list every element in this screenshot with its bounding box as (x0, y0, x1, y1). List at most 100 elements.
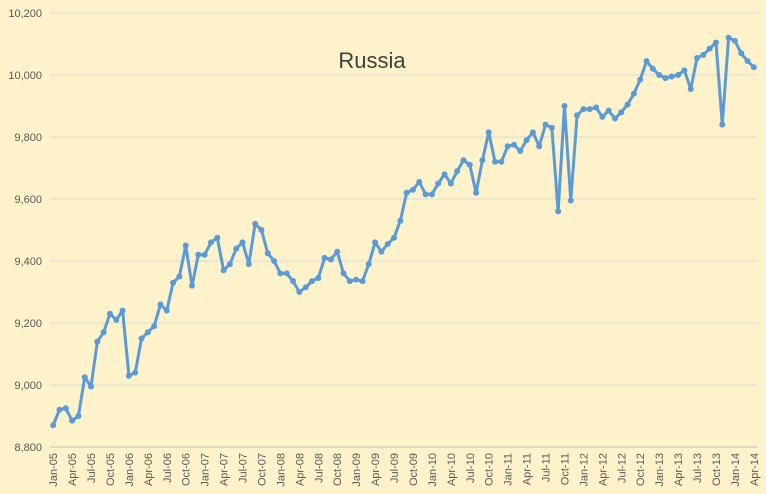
marker (271, 258, 278, 264)
y-tick-label: 9,000 (14, 380, 42, 392)
marker (567, 197, 574, 204)
marker (308, 278, 315, 285)
marker (416, 178, 423, 185)
marker (372, 239, 379, 246)
marker (176, 273, 183, 280)
marker (637, 76, 644, 83)
x-tick-label: Oct-09 (408, 453, 420, 486)
marker (750, 64, 757, 71)
marker (75, 413, 82, 419)
marker (586, 106, 593, 113)
marker (201, 251, 208, 258)
marker (460, 157, 467, 164)
x-tick-label: Jul-09 (389, 453, 401, 483)
marker (428, 191, 435, 198)
marker (195, 251, 202, 258)
marker (725, 34, 732, 41)
marker (132, 369, 139, 376)
x-tick-label: Jul-07 (238, 453, 250, 483)
marker (498, 158, 505, 165)
marker (233, 245, 240, 252)
x-tick-label: Oct-07 (256, 453, 268, 486)
marker (182, 242, 189, 249)
x-tick-label: Jul-10 (465, 453, 477, 483)
marker (593, 104, 600, 111)
x-tick-label: Jan-14 (730, 453, 742, 487)
marker (252, 220, 259, 227)
marker (744, 58, 751, 65)
marker (630, 90, 637, 97)
x-tick-label: Jul-11 (541, 453, 553, 482)
x-tick-label: Oct-05 (105, 453, 117, 486)
marker (397, 217, 404, 224)
y-tick-label: 9,800 (14, 132, 42, 144)
marker (454, 168, 461, 175)
marker (561, 103, 568, 109)
marker (649, 65, 656, 72)
marker (239, 239, 246, 246)
y-tick-label: 9,600 (14, 194, 42, 206)
x-tick-label: Apr-10 (446, 453, 458, 486)
marker (668, 73, 675, 80)
marker (492, 158, 499, 165)
marker (555, 208, 562, 215)
marker (473, 189, 480, 196)
marker (731, 37, 738, 44)
marker (694, 54, 701, 61)
x-tick-label: Jul-06 (162, 453, 174, 483)
marker (580, 106, 587, 113)
marker (700, 51, 707, 58)
x-tick-label: Jan-10 (427, 453, 439, 487)
marker (119, 307, 126, 314)
marker (189, 282, 196, 289)
marker (138, 335, 145, 342)
marker (50, 422, 57, 429)
marker (391, 234, 398, 241)
marker (675, 72, 682, 78)
marker (290, 278, 297, 285)
marker (264, 250, 271, 257)
marker (81, 374, 88, 381)
marker (618, 109, 625, 116)
marker (157, 301, 164, 308)
x-tick-label: Jan-08 (275, 453, 287, 487)
x-tick-label: Jan-09 (351, 453, 363, 487)
marker (365, 261, 372, 268)
marker (517, 147, 524, 154)
x-tick-label: Jan-06 (124, 453, 136, 487)
marker (510, 141, 517, 148)
x-tick-label: Jan-11 (503, 453, 515, 486)
marker (706, 45, 713, 52)
marker (466, 161, 473, 168)
marker (504, 143, 511, 150)
marker (62, 405, 69, 412)
marker (302, 284, 309, 291)
marker (56, 406, 63, 413)
marker (687, 85, 694, 92)
marker (69, 417, 76, 424)
chart-title: Russia (338, 48, 406, 73)
x-tick-label: Oct-10 (484, 453, 496, 486)
marker (529, 129, 536, 136)
marker (485, 129, 492, 136)
marker (151, 323, 158, 330)
x-tick-label: Jan-12 (578, 453, 590, 487)
x-tick-label: Oct-13 (711, 453, 723, 486)
marker (548, 124, 555, 131)
marker (574, 112, 581, 119)
marker (113, 316, 120, 323)
marker (245, 261, 252, 268)
marker (106, 310, 113, 317)
x-tick-label: Apr-07 (219, 453, 231, 486)
marker (327, 256, 334, 263)
y-tick-label: 8,800 (14, 442, 42, 454)
marker (214, 234, 221, 241)
marker (170, 279, 177, 286)
marker (403, 189, 410, 196)
x-tick-label: Apr-08 (294, 453, 306, 486)
marker (624, 101, 631, 108)
y-tick-label: 10,200 (8, 8, 42, 20)
x-tick-label: Apr-09 (370, 453, 382, 486)
